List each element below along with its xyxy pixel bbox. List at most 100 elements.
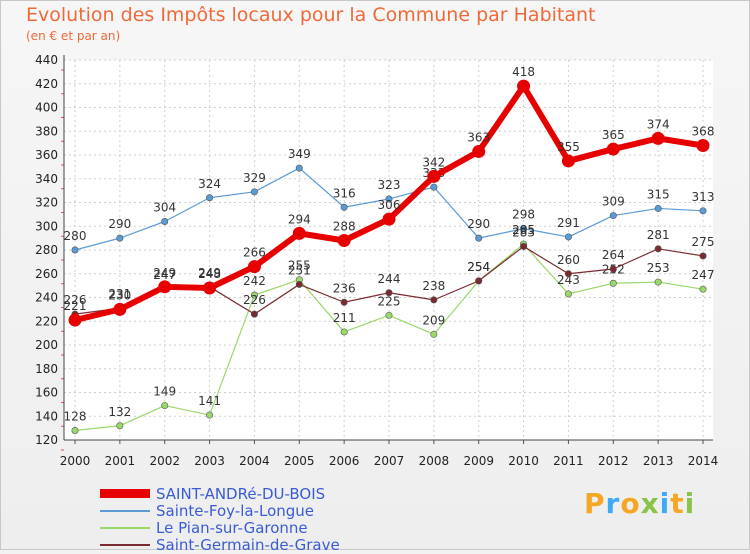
- data-label: 254: [467, 260, 490, 274]
- data-label: 365: [602, 128, 625, 142]
- data-point: [337, 234, 351, 247]
- data-point: [609, 212, 617, 220]
- data-point: [68, 313, 82, 327]
- legend-swatch: [100, 526, 150, 529]
- logo-letter: x: [640, 487, 660, 520]
- data-point: [71, 246, 79, 254]
- data-label: 313: [692, 190, 715, 204]
- data-label: 141: [198, 394, 221, 408]
- x-tick-label: 2003: [194, 454, 225, 468]
- data-label: 288: [333, 220, 356, 234]
- data-label: 368: [692, 125, 715, 139]
- data-point: [382, 212, 396, 226]
- data-point: [430, 330, 438, 338]
- data-point: [292, 226, 306, 240]
- legend-item: Sainte-Foy-la-Longue: [100, 502, 340, 519]
- x-tick-label: 2006: [329, 454, 360, 468]
- data-point: [699, 252, 707, 260]
- legend-label: Sainte-Foy-la-Longue: [156, 501, 315, 520]
- data-label: 349: [288, 147, 311, 161]
- data-label: 281: [647, 228, 670, 242]
- x-tick-label: 2004: [239, 454, 270, 468]
- y-tick-label: 360: [35, 148, 58, 162]
- data-label: 236: [333, 281, 356, 295]
- chart-subtitle: (en € et par an): [26, 29, 121, 43]
- data-label: 264: [602, 248, 625, 262]
- y-tick-label: 120: [35, 433, 58, 447]
- y-tick-label: 200: [35, 338, 58, 352]
- y-tick-label: 280: [35, 243, 58, 257]
- logo-letter: r: [605, 487, 621, 520]
- data-point: [385, 311, 393, 319]
- data-point: [250, 310, 258, 318]
- data-point: [385, 195, 393, 203]
- data-point: [295, 164, 303, 172]
- y-tick-label: 320: [35, 196, 58, 210]
- y-tick-label: 220: [35, 314, 58, 328]
- data-point: [520, 225, 528, 233]
- data-point: [654, 245, 662, 253]
- x-tick-label: 2008: [419, 454, 450, 468]
- x-tick-label: 2001: [105, 454, 136, 468]
- y-tick-label: 260: [35, 267, 58, 281]
- logo-letter: o: [620, 487, 641, 520]
- y-tick-label: 440: [35, 53, 58, 67]
- data-label: 149: [153, 385, 176, 399]
- data-label: 294: [288, 212, 311, 226]
- data-point: [340, 328, 348, 336]
- data-point: [250, 291, 258, 299]
- data-label: 298: [512, 208, 535, 222]
- data-label: 253: [647, 261, 670, 275]
- data-point: [696, 139, 710, 152]
- data-label: 254: [467, 260, 490, 274]
- data-point: [161, 218, 169, 226]
- data-point: [564, 270, 572, 278]
- data-point: [564, 233, 572, 241]
- data-point: [430, 296, 438, 304]
- data-point: [654, 204, 662, 212]
- x-tick-label: 2005: [284, 454, 315, 468]
- y-tick-label: 340: [35, 172, 58, 186]
- data-label: 324: [198, 177, 221, 191]
- legend-item: Saint-Germain-de-Grave: [100, 536, 340, 553]
- data-point: [158, 280, 172, 294]
- data-point: [609, 265, 617, 273]
- data-label: 275: [692, 235, 715, 249]
- data-label: 211: [333, 311, 356, 325]
- data-label: 238: [422, 279, 445, 293]
- data-label: 242: [243, 274, 266, 288]
- data-label: 247: [153, 268, 176, 282]
- data-label: 329: [243, 171, 266, 185]
- legend-label: Saint-Germain-de-Grave: [156, 535, 340, 554]
- data-label: 418: [512, 65, 535, 79]
- data-point: [250, 188, 258, 196]
- data-point: [206, 194, 214, 202]
- x-tick-label: 2011: [553, 454, 584, 468]
- data-label: 221: [64, 299, 87, 313]
- data-label: 231: [108, 287, 131, 301]
- y-tick-label: 380: [35, 124, 58, 138]
- y-tick-label: 160: [35, 386, 58, 400]
- logo-letter: P: [584, 487, 606, 520]
- data-point: [699, 285, 707, 293]
- data-label: 225: [378, 294, 401, 308]
- data-point: [472, 144, 486, 158]
- data-label: 283: [512, 225, 535, 239]
- data-label: 323: [378, 178, 401, 192]
- y-tick-label: 140: [35, 409, 58, 423]
- legend-label: SAINT-ANDRé-DU-BOIS: [156, 484, 326, 503]
- data-label: 247: [692, 268, 715, 282]
- x-tick-label: 2013: [643, 454, 674, 468]
- legend-label: Le Pian-sur-Garonne: [156, 518, 308, 537]
- x-tick-label: 2007: [374, 454, 405, 468]
- data-label: 363: [467, 130, 490, 144]
- data-point: [161, 402, 169, 410]
- legend-swatch: [100, 543, 150, 546]
- data-point: [430, 183, 438, 191]
- data-label: 316: [333, 186, 356, 200]
- data-label: 230: [108, 288, 131, 302]
- y-tick-label: 300: [35, 219, 58, 233]
- data-point: [654, 278, 662, 286]
- data-point: [203, 281, 217, 295]
